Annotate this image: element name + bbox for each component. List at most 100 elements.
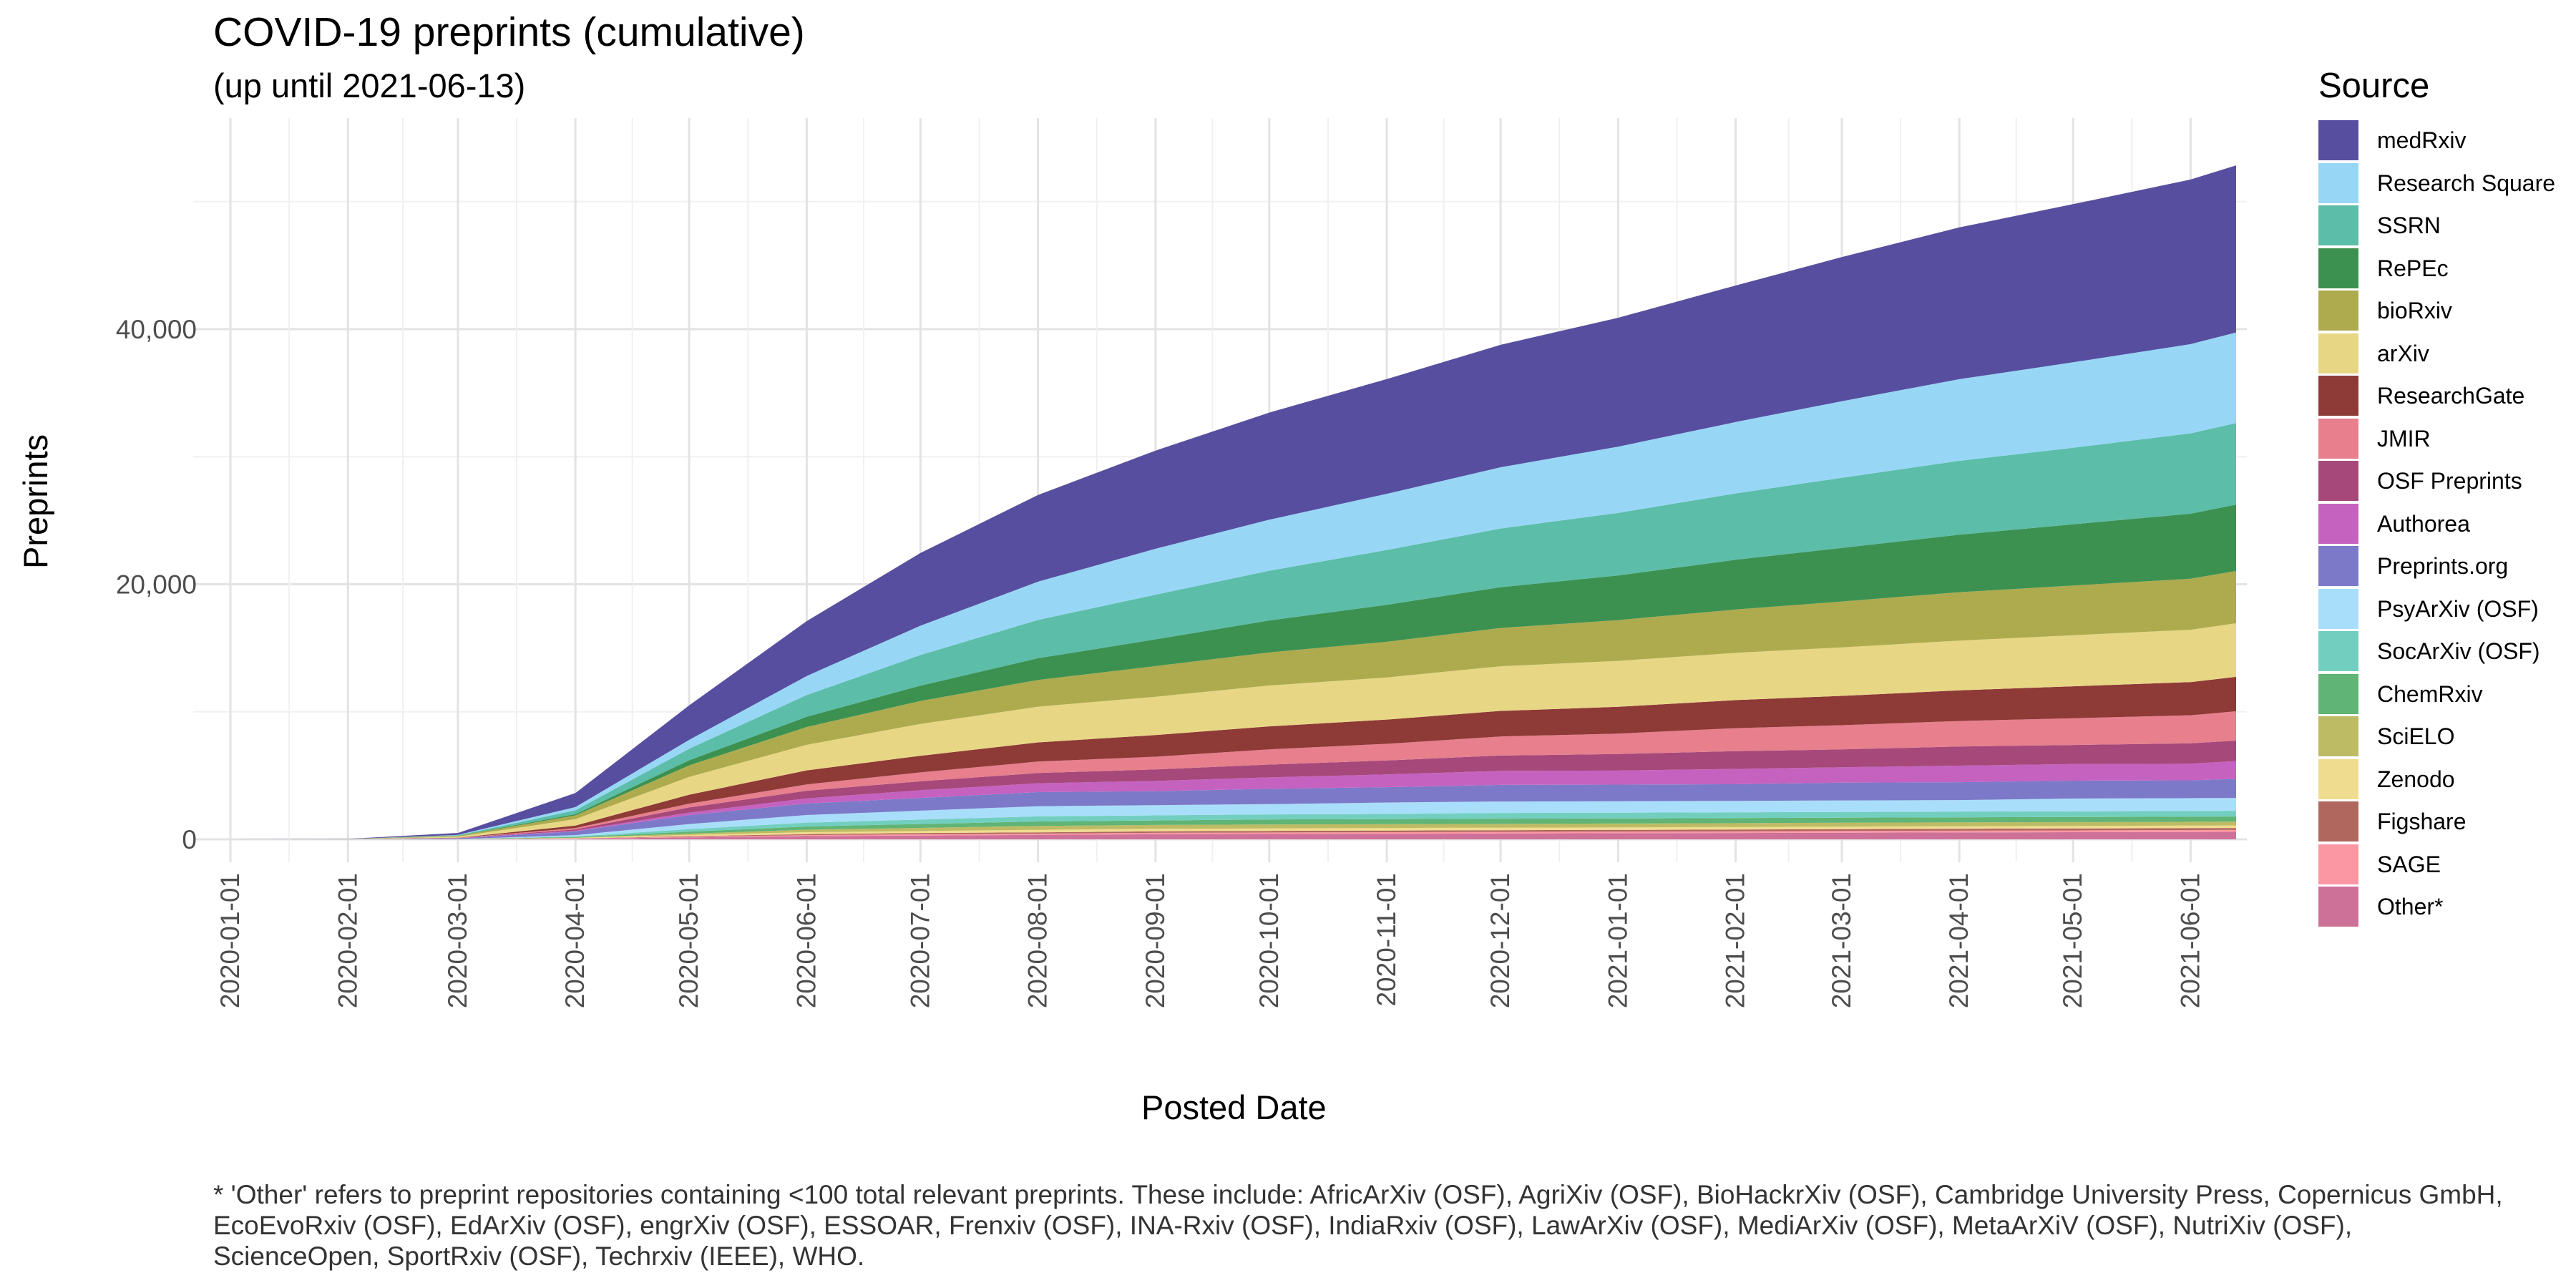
legend-swatch bbox=[2318, 461, 2358, 501]
area-arxiv bbox=[230, 623, 2236, 839]
x-tick-label: 2020-11-01 bbox=[1372, 873, 1401, 1007]
area-biorxiv bbox=[230, 571, 2236, 839]
x-tick-label: 2020-07-01 bbox=[905, 873, 935, 1008]
y-axis-label: Preprints bbox=[16, 434, 54, 569]
legend-swatch bbox=[2318, 120, 2358, 160]
legend-item: Other* bbox=[2318, 887, 2562, 927]
area-medrxiv bbox=[230, 165, 2236, 840]
legend-swatch bbox=[2318, 205, 2358, 245]
x-tick-label: 2020-04-01 bbox=[560, 873, 590, 1008]
x-tick-label: 2021-01-01 bbox=[1603, 873, 1632, 1008]
legend-item: Figshare bbox=[2318, 801, 2562, 841]
area-osf-preprints bbox=[230, 741, 2236, 839]
legend-item: Zenodo bbox=[2318, 758, 2562, 799]
area-zenodo bbox=[230, 825, 2236, 839]
legend-label: JMIR bbox=[2377, 425, 2431, 452]
x-tick-label: 2020-02-01 bbox=[333, 873, 362, 1008]
legend-label: ChemRxiv bbox=[2377, 680, 2483, 707]
area-scielo bbox=[230, 821, 2236, 839]
legend-swatch bbox=[2318, 503, 2358, 544]
area-ssrn bbox=[230, 423, 2236, 839]
legend-swatch bbox=[2318, 162, 2358, 203]
legend-label: Figshare bbox=[2377, 809, 2467, 834]
legend-swatch bbox=[2318, 588, 2358, 629]
area-psyarxiv-osf bbox=[230, 798, 2236, 839]
legend-item: arXiv bbox=[2318, 333, 2562, 374]
legend-swatch bbox=[2318, 376, 2358, 416]
legend-item: SSRN bbox=[2318, 205, 2562, 245]
area-preprints-org bbox=[230, 779, 2236, 839]
area-jmir bbox=[230, 711, 2236, 839]
legend-label: SciELO bbox=[2377, 723, 2455, 749]
legend-swatch bbox=[2318, 248, 2358, 288]
area-authorea bbox=[230, 761, 2236, 839]
legend-label: Preprints.org bbox=[2377, 553, 2509, 579]
x-axis-label: Posted Date bbox=[1141, 1088, 1327, 1126]
legend-item: Preprints.org bbox=[2318, 546, 2562, 586]
y-tick-label: 40,000 bbox=[116, 315, 197, 344]
x-tick-label: 2020-12-01 bbox=[1485, 873, 1515, 1008]
x-tick-label: 2020-05-01 bbox=[674, 873, 703, 1008]
legend-item: SAGE bbox=[2318, 844, 2562, 884]
legend-item: medRxiv bbox=[2318, 120, 2562, 160]
area-figshare bbox=[230, 828, 2236, 839]
area-repec bbox=[230, 504, 2236, 839]
x-tick-label: 2020-09-01 bbox=[1141, 873, 1170, 1008]
x-tick-label: 2021-02-01 bbox=[1721, 873, 1750, 1008]
x-tick-label: 2021-06-01 bbox=[2175, 873, 2205, 1008]
legend-title: Source bbox=[2318, 67, 2430, 105]
footnote: * 'Other' refers to preprint repositorie… bbox=[213, 1180, 2503, 1271]
y-tick-label: 0 bbox=[182, 825, 197, 854]
legend-label: OSF Preprints bbox=[2377, 468, 2522, 494]
x-tick-label: 2021-03-01 bbox=[1827, 873, 1856, 1008]
area-socarxiv-osf bbox=[230, 811, 2236, 839]
legend-swatch bbox=[2318, 673, 2358, 714]
x-tick-label: 2021-04-01 bbox=[1944, 873, 1974, 1008]
legend-item: SocArXiv (OSF) bbox=[2318, 631, 2562, 671]
x-tick-label: 2021-05-01 bbox=[2058, 873, 2087, 1008]
legend-item: JMIR bbox=[2318, 418, 2562, 459]
legend-label: Authorea bbox=[2377, 510, 2470, 537]
area-other bbox=[230, 831, 2236, 839]
legend-swatch bbox=[2318, 801, 2358, 841]
legend-swatch bbox=[2318, 844, 2358, 884]
legend-label: Other* bbox=[2377, 894, 2444, 919]
legend-item: ChemRxiv bbox=[2318, 673, 2562, 714]
legend-label: SSRN bbox=[2377, 213, 2441, 238]
legend-item: SciELO bbox=[2318, 716, 2562, 756]
legend-label: arXiv bbox=[2377, 340, 2429, 366]
x-tick-label: 2020-06-01 bbox=[791, 873, 821, 1008]
legend-swatch bbox=[2318, 887, 2358, 927]
legend-item: PsyArXiv (OSF) bbox=[2318, 588, 2562, 629]
legend-label: PsyArXiv (OSF) bbox=[2377, 595, 2539, 622]
legend-label: SocArXiv (OSF) bbox=[2377, 638, 2540, 664]
legend-label: Zenodo bbox=[2377, 766, 2455, 792]
legend-swatch bbox=[2318, 546, 2358, 586]
legend-item: ResearchGate bbox=[2318, 376, 2562, 416]
legend-label: RePEc bbox=[2377, 255, 2449, 281]
x-tick-label: 2020-08-01 bbox=[1023, 873, 1053, 1008]
chart-title: COVID-19 preprints (cumulative) bbox=[213, 9, 805, 55]
area-researchgate bbox=[230, 676, 2236, 839]
x-tick-label: 2020-01-01 bbox=[215, 873, 245, 1008]
legend-swatch bbox=[2318, 291, 2358, 331]
area-chemrxiv bbox=[230, 816, 2236, 839]
legend-item: bioRxiv bbox=[2318, 291, 2562, 331]
y-tick-label: 20,000 bbox=[116, 570, 197, 600]
legend-swatch bbox=[2318, 758, 2358, 799]
legend-swatch bbox=[2318, 716, 2358, 756]
x-tick-label: 2020-10-01 bbox=[1254, 873, 1284, 1008]
legend-label: bioRxiv bbox=[2377, 298, 2452, 323]
legend-label: Research Square bbox=[2377, 170, 2556, 196]
area-research-square bbox=[230, 332, 2236, 840]
legend-label: ResearchGate bbox=[2377, 383, 2525, 409]
legend-swatch bbox=[2318, 418, 2358, 459]
legend-item: OSF Preprints bbox=[2318, 461, 2562, 501]
legend-item: Authorea bbox=[2318, 503, 2562, 544]
legend-swatch bbox=[2318, 333, 2358, 374]
legend-label: medRxiv bbox=[2377, 127, 2467, 153]
legend-item: RePEc bbox=[2318, 248, 2562, 288]
x-tick-label: 2020-03-01 bbox=[443, 873, 472, 1008]
area-sage bbox=[230, 829, 2236, 839]
